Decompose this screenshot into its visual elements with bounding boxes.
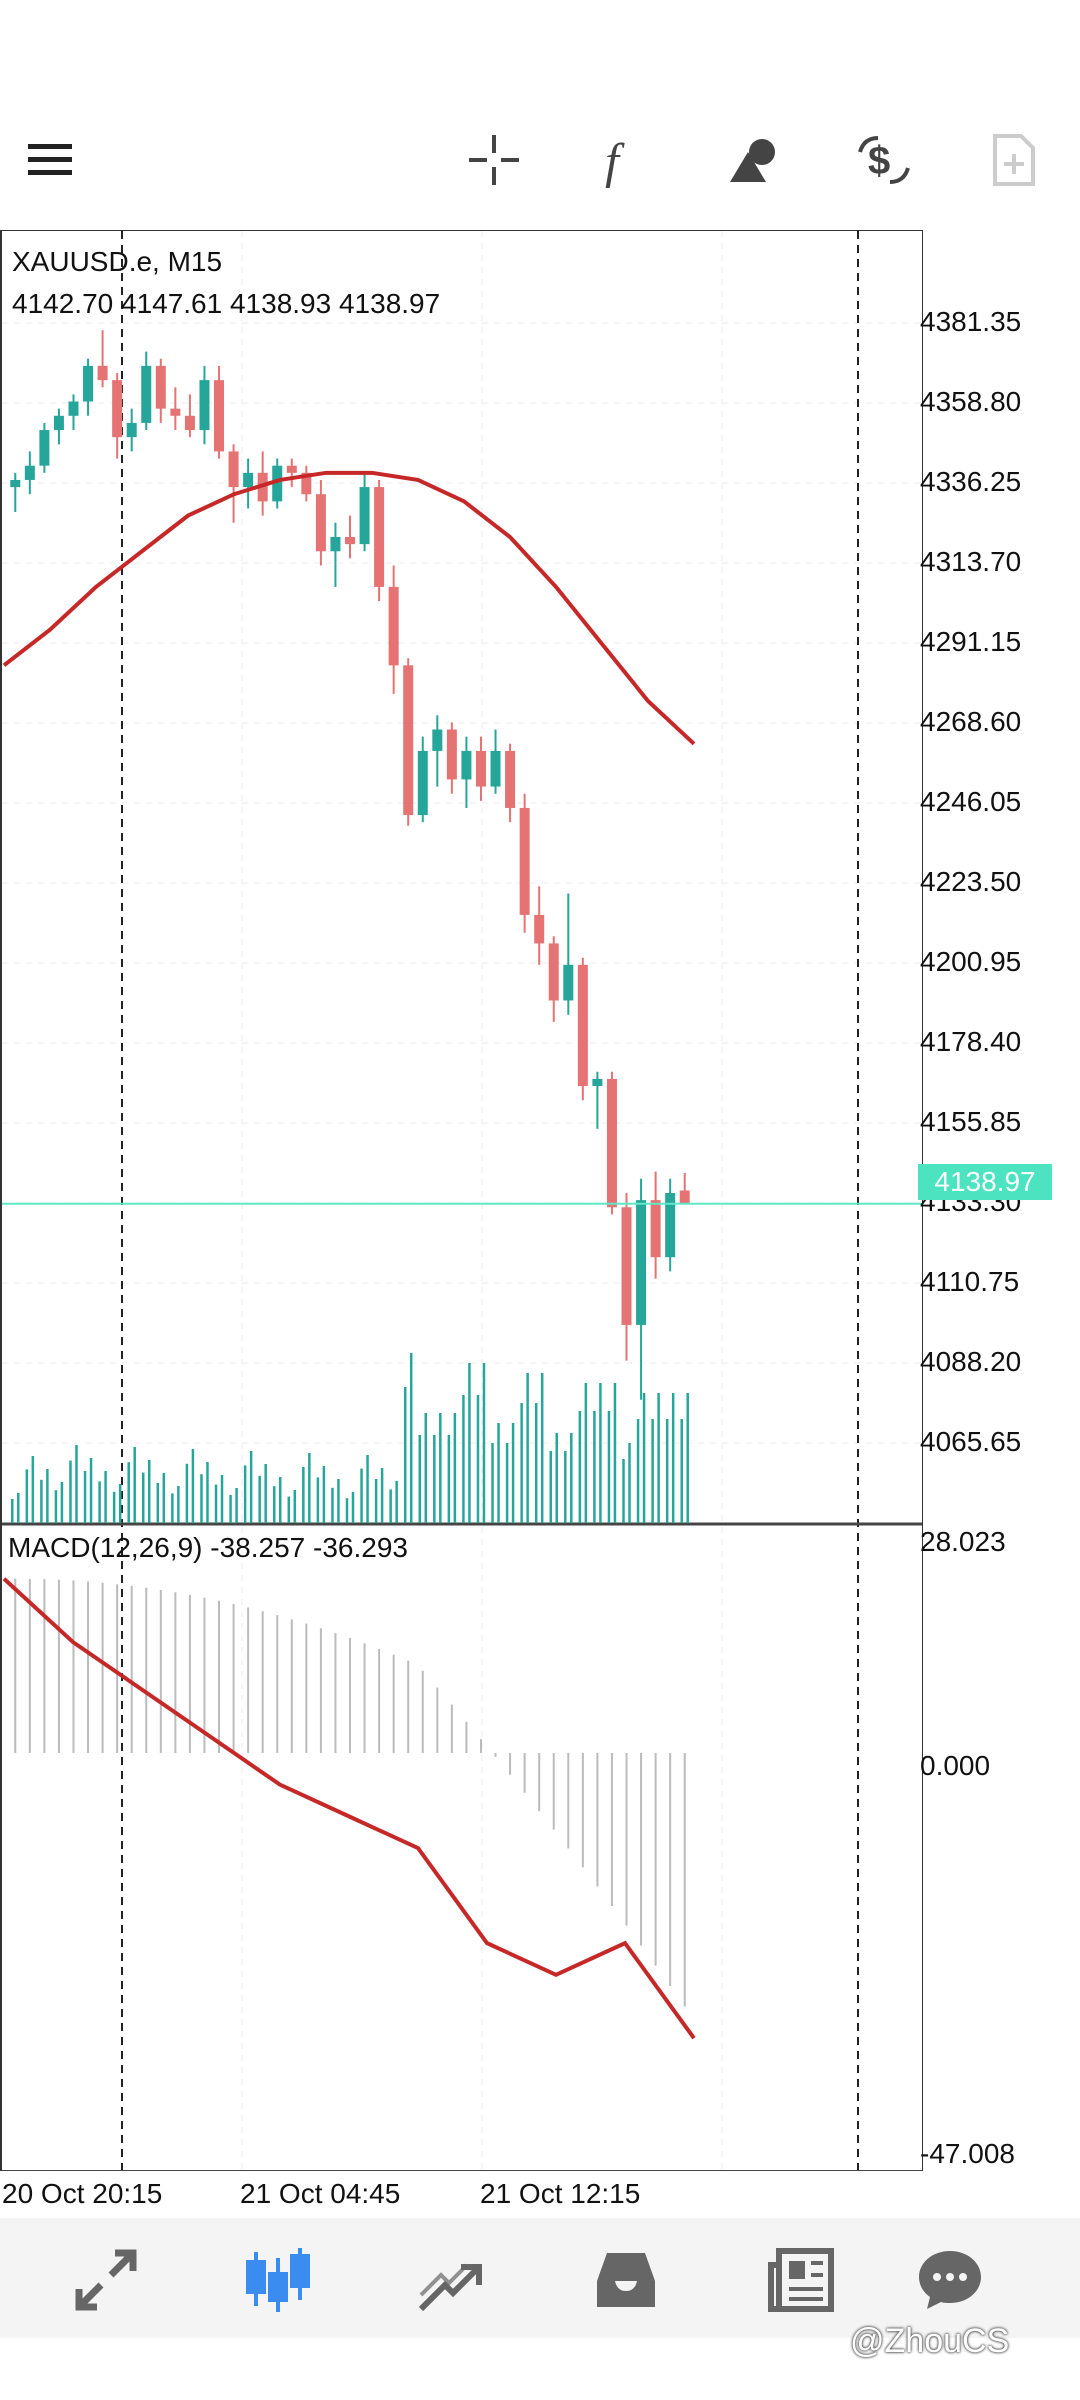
candle-body [228,451,239,488]
candle-body [83,365,94,402]
svg-text:$: $ [868,139,890,183]
candle-body [577,964,588,1087]
price-tick-label: 4110.75 [920,1266,1020,1297]
price-tick-label: 4313.70 [920,546,1022,577]
candle-body [39,430,50,466]
bottom-navigation [0,2218,1080,2338]
candle-body [301,472,312,495]
macd-label: MACD(12,26,9) -38.257 -36.293 [8,1532,408,1563]
candle-body [665,1193,676,1258]
arrows-diagonal-icon [75,2249,137,2311]
ohlc-values: 4142.70 4147.61 4138.93 4138.97 [12,288,441,319]
price-tick-label: 4178.40 [920,1026,1022,1057]
hamburger-icon[interactable] [18,128,82,192]
nav-quotes[interactable] [64,2238,148,2322]
dollar-arrows-icon[interactable]: $ [852,128,916,192]
svg-text:f: f [605,133,625,188]
candle-body [374,487,385,587]
candle-body [53,415,64,431]
candle-body [184,415,195,431]
price-tick-label: 4065.65 [920,1426,1022,1457]
price-tick-label: 4381.35 [920,306,1022,337]
candlestick-icon [246,2248,310,2312]
macd-tick-label: -47.008 [920,2138,1015,2169]
nav-history[interactable] [584,2238,668,2322]
price-tick-label: 4155.85 [920,1106,1022,1137]
time-tick-label: 21 Oct 04:45 [240,2178,401,2209]
candle-body [475,750,486,787]
time-tick-label: 21 Oct 12:15 [480,2178,641,2209]
document-add-icon[interactable] [982,128,1046,192]
nav-messages[interactable] [908,2238,992,2322]
function-icon[interactable]: f [590,128,654,192]
candle-body [636,1200,647,1325]
candle-body [505,750,516,808]
candle-body [519,807,530,915]
current-price-tag: 4138.97 [918,1164,1052,1200]
candle-body [592,1078,603,1087]
watermark: @ZhouCS [850,2322,1010,2360]
candle-body [432,729,443,751]
macd-signal-line [2,1577,696,2040]
candle-body [68,401,79,416]
shapes-icon[interactable] [722,128,786,192]
candle-body [388,586,399,666]
symbol-label: XAUUSD.e, M15 [12,246,223,277]
candle-body [548,943,559,1001]
candle-body [155,365,166,409]
top-toolbar: f $ [0,110,1080,210]
candle-body [272,465,283,502]
price-tick-label: 4291.15 [920,626,1022,657]
price-tick-label: 4358.80 [920,386,1022,417]
candle-body [170,408,181,416]
price-tick-label: 4336.25 [920,466,1022,497]
inbox-icon [597,2253,655,2307]
macd-tick-label: 28.023 [920,1526,1006,1557]
trend-icon [418,2263,482,2312]
candle-body [461,750,472,780]
price-tick-label: 4223.50 [920,866,1022,897]
candle-body [330,537,341,552]
candle-body [534,914,545,944]
moving-average-line [2,470,696,746]
price-tick-label: 4088.20 [920,1346,1022,1377]
price-tick-label: 4200.95 [920,946,1022,977]
candle-body [24,465,35,480]
candle-body [243,472,254,488]
candle-body [417,750,428,816]
candle-body [490,750,501,787]
crosshair-icon[interactable] [462,128,526,192]
candle-body [650,1200,661,1258]
candle-body [315,494,326,552]
time-tick-label: 20 Oct 20:15 [2,2178,163,2209]
candle-body [112,380,123,438]
candle-body [10,479,21,488]
chat-icon [919,2251,981,2309]
macd-tick-label: 0.000 [920,1750,991,1781]
nav-trade[interactable] [408,2238,492,2322]
nav-news[interactable] [760,2238,844,2322]
candle-body [359,487,370,545]
candle-body [126,422,137,438]
candle-body [563,964,574,1001]
candle-body [606,1078,617,1208]
candle-body [679,1190,690,1204]
chart-area[interactable] [0,230,923,2171]
candle-body [199,380,210,431]
candle-body [345,537,355,545]
candle-body [621,1207,632,1325]
chart-canvas[interactable] [2,231,922,2171]
price-tick-label: 4268.60 [920,706,1022,737]
candle-body [446,729,457,780]
candle-body [97,365,108,381]
candle-body [214,380,225,452]
candle-body [286,465,297,473]
nav-chart[interactable] [236,2238,320,2322]
candle-body [403,665,414,816]
newspaper-icon [768,2248,834,2312]
price-tick-label: 4246.05 [920,786,1022,817]
candle-body [141,365,152,423]
